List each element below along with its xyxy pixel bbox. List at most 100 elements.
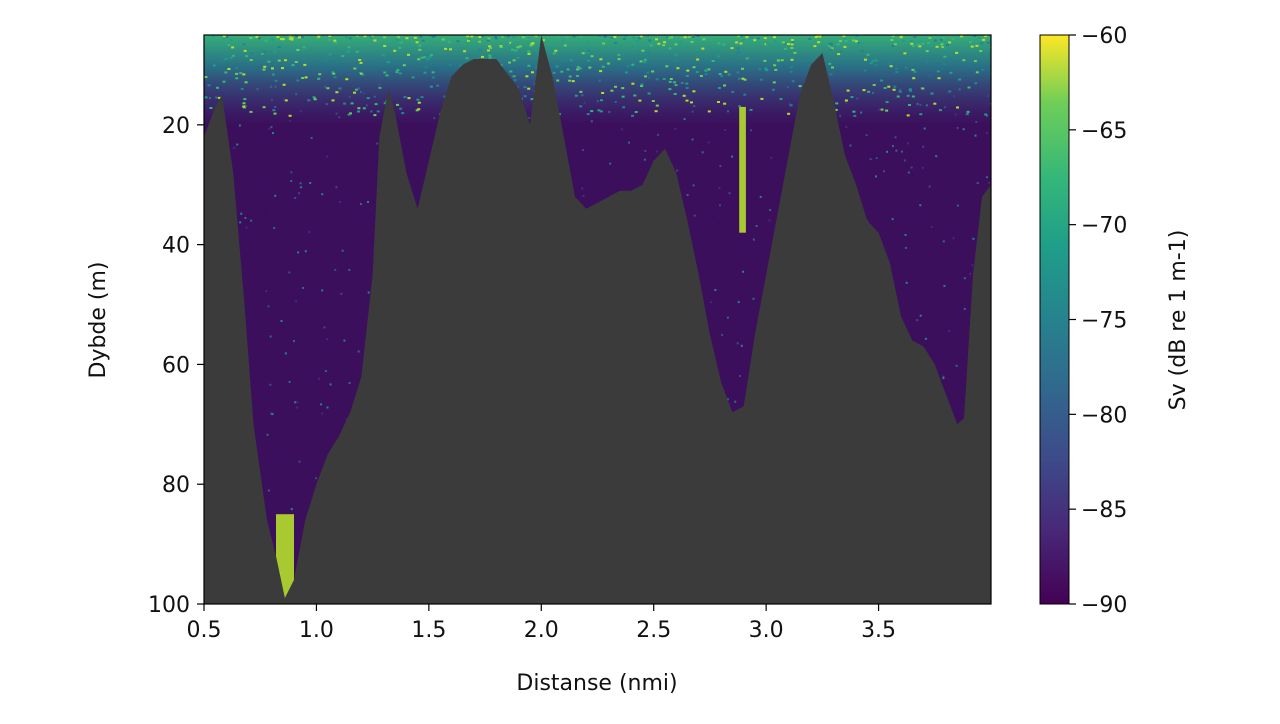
surface-speckle-mark — [395, 71, 399, 74]
speckle-mark — [268, 127, 271, 130]
surface-speckle-mark — [331, 71, 335, 74]
surface-speckle-mark — [750, 36, 754, 39]
speckle-mark — [928, 185, 931, 188]
speckle-mark — [273, 227, 276, 230]
surface-speckle-mark — [910, 42, 914, 45]
surface-speckle-mark — [943, 55, 947, 58]
speckle-mark — [956, 204, 959, 207]
surface-speckle-mark — [780, 59, 784, 62]
surface-speckle-mark — [413, 36, 417, 39]
surface-speckle-mark — [783, 42, 787, 45]
surface-speckle-mark — [227, 44, 231, 47]
surface-speckle-mark — [488, 54, 492, 57]
surface-speckle-mark — [369, 36, 372, 39]
speckle-mark — [267, 305, 270, 308]
surface-speckle-mark — [621, 87, 625, 90]
speckle-mark — [714, 289, 717, 291]
surface-speckle-mark — [921, 42, 925, 45]
surface-speckle-mark — [960, 35, 963, 38]
surface-speckle-mark — [574, 94, 578, 97]
surface-speckle-mark — [626, 65, 630, 67]
surface-speckle-mark — [429, 35, 433, 37]
surface-speckle-mark — [786, 43, 790, 45]
surface-speckle-mark — [925, 50, 929, 53]
surface-speckle-mark — [967, 86, 971, 89]
surface-speckle-mark — [909, 89, 912, 92]
speckle-mark — [718, 187, 721, 190]
surface-speckle-mark — [735, 52, 739, 54]
speckle-mark — [364, 136, 366, 139]
surface-speckle-mark — [918, 45, 922, 48]
surface-speckle-mark — [664, 47, 668, 50]
surface-speckle-mark — [843, 37, 847, 40]
surface-speckle-mark — [852, 39, 856, 42]
surface-speckle-mark — [423, 56, 427, 59]
surface-speckle-mark — [680, 36, 684, 39]
surface-speckle-mark — [552, 46, 556, 49]
surface-speckle-mark — [511, 48, 514, 51]
surface-speckle-mark — [640, 83, 644, 86]
surface-speckle-mark — [735, 41, 739, 44]
surface-speckle-mark — [651, 100, 655, 102]
surface-speckle-mark — [487, 50, 491, 53]
speckle-mark — [265, 290, 268, 293]
surface-speckle-mark — [417, 108, 421, 111]
surface-speckle-mark — [602, 42, 606, 45]
surface-speckle-mark — [569, 59, 573, 62]
surface-speckle-mark — [333, 76, 337, 79]
speckle-mark — [742, 322, 745, 325]
surface-speckle-mark — [889, 65, 893, 68]
surface-speckle-mark — [724, 70, 728, 73]
surface-speckle-mark — [358, 59, 362, 61]
surface-speckle-mark — [737, 77, 741, 80]
speckle-mark — [764, 246, 767, 249]
surface-speckle-mark — [968, 41, 972, 44]
speckle-mark — [345, 418, 348, 421]
speckle-mark — [318, 377, 320, 380]
surface-speckle-mark — [829, 48, 833, 51]
surface-speckle-mark — [628, 35, 631, 38]
surface-speckle-mark — [775, 45, 779, 48]
speckle-mark — [845, 125, 848, 128]
speckle-mark — [339, 201, 341, 203]
surface-speckle-mark — [398, 46, 402, 49]
speckle-mark — [262, 398, 265, 401]
surface-speckle-mark — [296, 79, 300, 82]
speckle-mark — [904, 246, 907, 249]
surface-speckle-mark — [678, 40, 682, 43]
surface-speckle-mark — [385, 43, 389, 46]
surface-speckle-mark — [407, 53, 410, 56]
surface-speckle-mark — [808, 37, 812, 40]
surface-speckle-mark — [373, 39, 377, 42]
speckle-mark — [620, 177, 623, 180]
surface-speckle-mark — [207, 84, 211, 87]
surface-speckle-mark — [981, 68, 985, 71]
speckle-mark — [272, 132, 274, 135]
surface-speckle-mark — [395, 39, 399, 41]
surface-speckle-mark — [741, 67, 744, 70]
surface-speckle-mark — [411, 76, 415, 79]
surface-speckle-mark — [940, 38, 943, 41]
surface-speckle-mark — [447, 41, 451, 44]
surface-speckle-mark — [639, 60, 643, 63]
surface-speckle-mark — [638, 99, 642, 102]
surface-speckle-mark — [855, 40, 858, 43]
speckle-mark — [367, 201, 369, 203]
speckle-mark — [724, 316, 726, 319]
surface-speckle-mark — [478, 49, 482, 52]
surface-speckle-mark — [242, 43, 246, 46]
surface-speckle-mark — [790, 39, 794, 41]
surface-speckle-mark — [441, 38, 445, 41]
surface-speckle-mark — [302, 46, 306, 49]
surface-speckle-mark — [362, 107, 366, 110]
surface-speckle-mark — [235, 77, 239, 80]
speckle-mark — [240, 212, 243, 215]
surface-speckle-mark — [662, 78, 666, 80]
surface-speckle-mark — [958, 78, 962, 81]
y-tick-label: 20 — [162, 114, 190, 139]
surface-speckle-mark — [779, 98, 783, 100]
speckle-mark — [958, 185, 961, 188]
surface-speckle-mark — [828, 62, 832, 65]
surface-speckle-mark — [676, 67, 680, 70]
